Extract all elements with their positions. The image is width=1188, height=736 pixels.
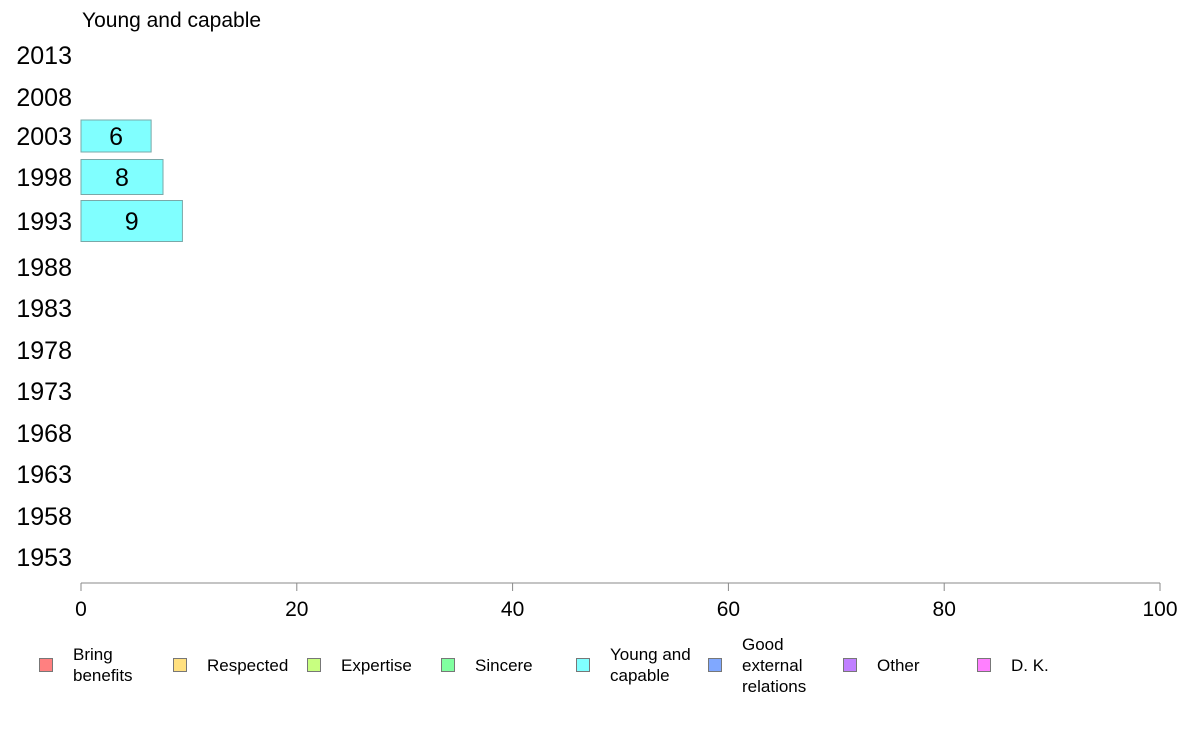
legend-item-7: D. K. <box>977 630 1049 700</box>
chart-title: Young and capable <box>82 9 261 32</box>
y-axis-labels: 2013 2008 2003 1998 1993 1988 1983 1978 1973 1968… <box>16 42 72 572</box>
legend-item-5: Good external relations <box>708 630 806 700</box>
y-tick-label-1963: 1963 <box>16 461 72 489</box>
y-tick-label-1998: 1998 <box>16 164 72 192</box>
y-tick-label-1993: 1993 <box>16 208 72 236</box>
bar-1993 <box>80 200 183 242</box>
legend-swatch <box>708 658 722 672</box>
x-tick-label-60: 60 <box>717 598 740 620</box>
bar-label-2003: 6 <box>109 123 123 151</box>
bar-1998 <box>80 159 164 195</box>
legend-swatch <box>441 658 455 672</box>
legend-swatch <box>977 658 991 672</box>
bars <box>80 119 183 242</box>
legend-swatch <box>843 658 857 672</box>
y-tick-label-1958: 1958 <box>16 503 72 531</box>
x-axis-ticks: 0 20 40 60 80 100 <box>75 583 1178 620</box>
x-tick-label-0: 0 <box>75 598 87 620</box>
bar-label-1993: 9 <box>125 208 139 236</box>
bar-chart: Young and capable 2013200820031998199319… <box>16 9 1178 620</box>
y-tick-label-1973: 1973 <box>16 378 72 406</box>
x-tick-label-40: 40 <box>501 598 524 620</box>
y-tick-label-2013: 2013 <box>16 42 72 70</box>
y-tick-label-2003: 2003 <box>16 123 72 151</box>
y-tick-label-1953: 1953 <box>16 544 72 572</box>
legend-item-2: Expertise <box>307 630 412 700</box>
x-tick-label-20: 20 <box>285 598 308 620</box>
legend-item-6: Other <box>843 630 920 700</box>
x-tick-label-100: 100 <box>1142 598 1177 620</box>
legend-item-1: Respected <box>173 630 288 700</box>
legend-swatch <box>173 658 187 672</box>
legend: Bring benefits Respected Expertise Sincere Y… <box>0 630 1188 710</box>
legend-swatch <box>307 658 321 672</box>
legend-label: Sincere <box>475 655 533 675</box>
legend-label: Expertise <box>341 655 412 675</box>
legend-label: Good external relations <box>742 634 807 696</box>
bar-label-1998: 8 <box>115 164 129 192</box>
y-tick-label-2008: 2008 <box>16 84 72 112</box>
legend-item-3: Sincere <box>441 630 533 700</box>
legend-label: Other <box>877 655 920 675</box>
legend-label: Respected <box>207 655 289 675</box>
legend-swatch <box>39 658 53 672</box>
legend-label: Young and capable <box>610 645 691 685</box>
y-tick-label-1983: 1983 <box>16 295 72 323</box>
bar-2003 <box>80 119 152 153</box>
x-tick-label-80: 80 <box>933 598 956 620</box>
y-tick-label-1978: 1978 <box>16 337 72 365</box>
legend-label: D. K. <box>1011 655 1049 675</box>
legend-item-4: Young and capable <box>576 630 691 700</box>
legend-label: Bring benefits <box>73 645 133 685</box>
y-tick-label-1988: 1988 <box>16 254 72 282</box>
legend-swatch <box>576 658 590 672</box>
bar-labels: 6 8 9 <box>109 123 139 236</box>
y-tick-label-1968: 1968 <box>16 420 72 448</box>
legend-item-0: Bring benefits <box>39 630 133 700</box>
